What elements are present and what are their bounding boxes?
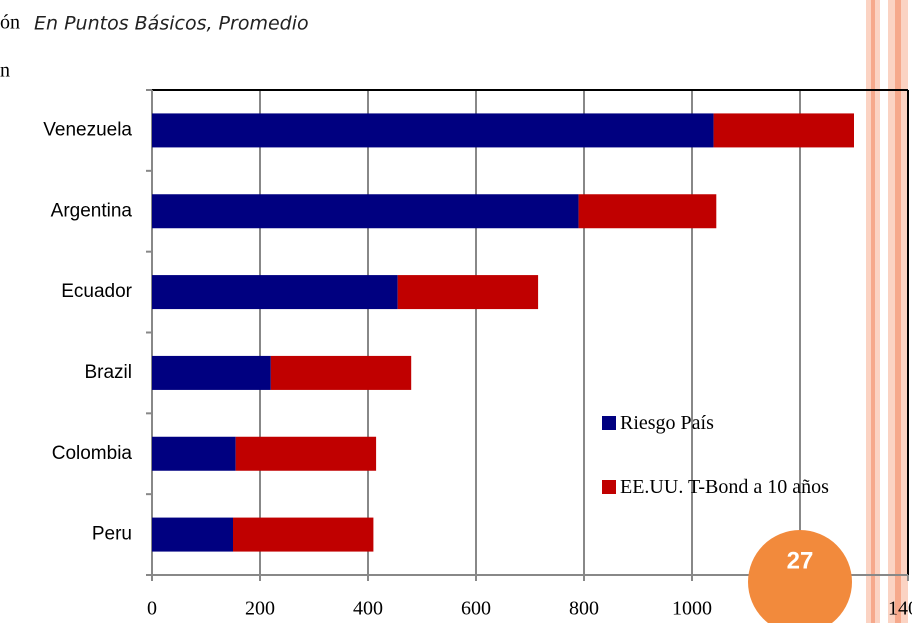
bar-segment [152,436,236,471]
y-tick-label: Venezuela [43,119,132,140]
bar-segment [713,113,854,148]
bar-segment [270,355,412,390]
legend-box: Riesgo País EE.UU. T-Bond a 10 años [602,410,872,500]
y-tick-label: Peru [92,524,132,545]
bar-segment [578,194,717,229]
legend-label: EE.UU. T-Bond a 10 años [620,476,829,498]
title-fragment: ón [0,12,20,34]
bar-segment [152,194,579,229]
x-tick-label: 200 [245,598,275,620]
chart: 0200400600800100012001400VenezuelaArgent… [43,89,912,620]
bar-segment [235,436,377,471]
y-tick-label: Brazil [84,362,132,383]
y-tick-label: Argentina [51,200,133,221]
legend-swatch [602,480,616,494]
x-tick-label: 800 [569,598,599,620]
legend-label: Riesgo País [620,412,714,434]
x-tick-label: 400 [353,598,383,620]
subtitle: En Puntos Básicos, Promedio [34,13,309,35]
bar-segment [152,355,271,390]
legend-item: Riesgo País [602,410,872,436]
page-badge [748,530,852,623]
legend-swatch [602,416,616,430]
x-tick-label: 0 [147,598,157,620]
x-tick-label: 1000 [672,598,712,620]
y-tick-label: Colombia [52,443,133,464]
title-fragment: n [0,60,10,82]
x-tick-label: 1400 [888,598,912,620]
bar-segment [152,113,714,148]
legend: Riesgo País EE.UU. T-Bond a 10 años [602,410,872,500]
bar-segment [152,275,398,310]
bar-segment [233,517,374,552]
bar-segment [152,517,233,552]
page-number: 27 [787,547,814,574]
legend-item: EE.UU. T-Bond a 10 años [602,474,872,500]
y-tick-label: Ecuador [61,281,132,302]
x-tick-label: 600 [461,598,491,620]
bar-segment [397,275,539,310]
